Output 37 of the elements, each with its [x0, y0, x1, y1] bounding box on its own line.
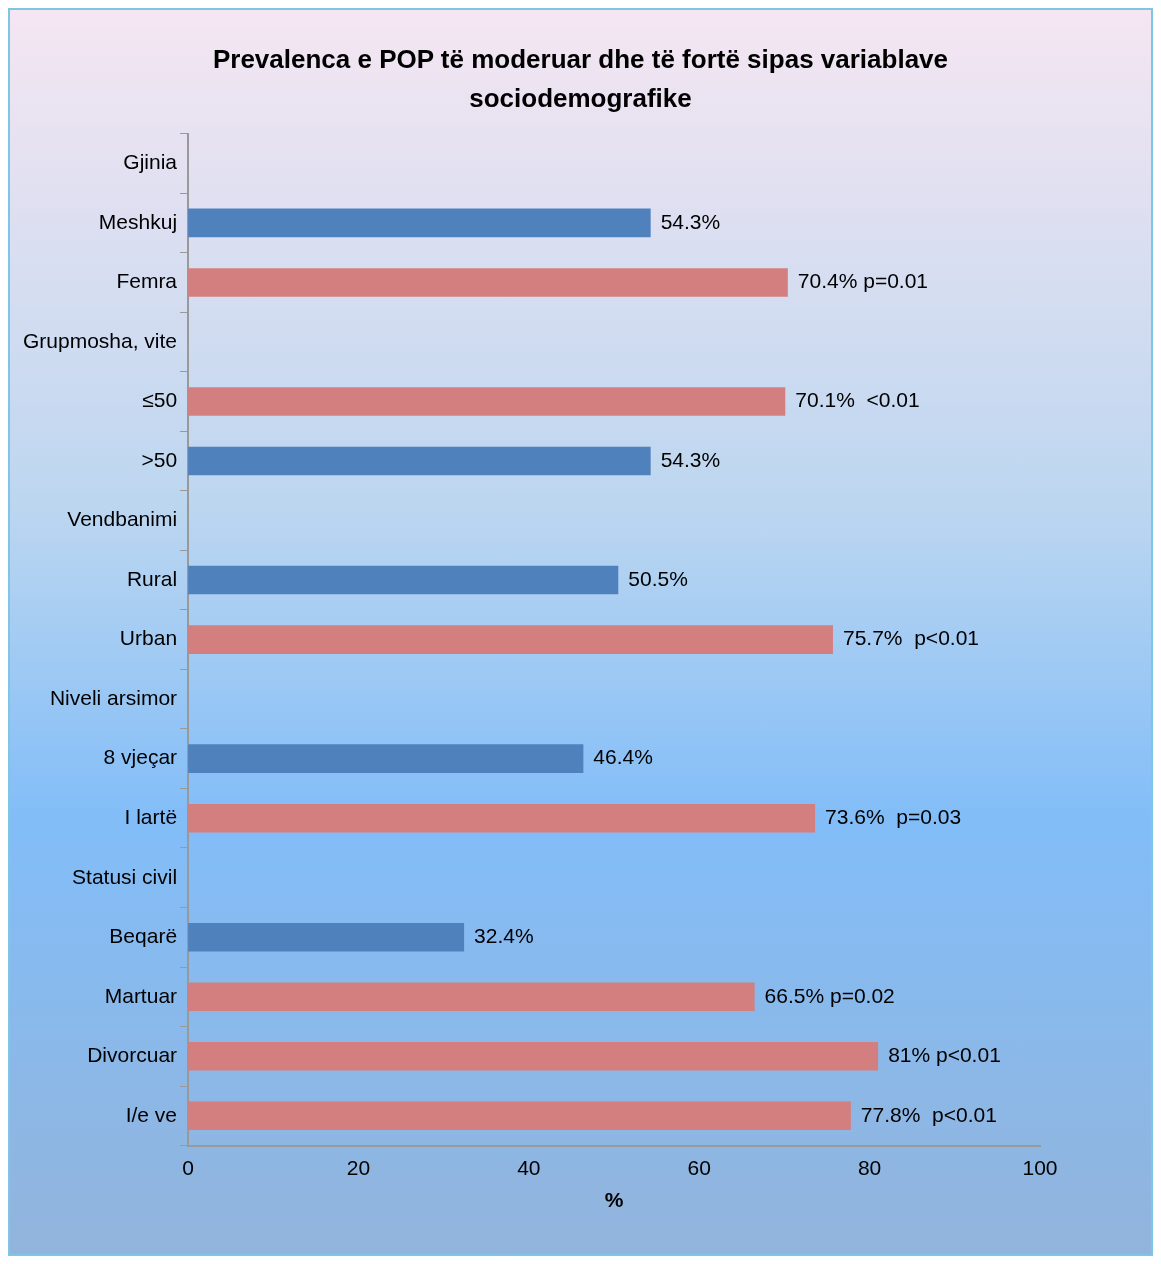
y-tick-label: Gjinia: [123, 150, 178, 174]
y-tick-label: ≤50: [142, 388, 178, 412]
data-label: 66.5% p=0.02: [764, 983, 895, 1007]
x-tick-label: 60: [687, 1156, 711, 1179]
y-tick-label: Grupmosha, vite: [22, 328, 178, 352]
y-tick-label: Statusi civil: [72, 864, 178, 888]
y-tick-label: 8 vjeçar: [103, 745, 178, 769]
data-label: 75.7% p<0.01: [842, 626, 980, 650]
y-tick-label: >50: [141, 447, 178, 471]
data-label: 54.3%: [660, 447, 721, 471]
x-tick-label: 80: [857, 1156, 882, 1179]
y-tick-label: Beqarë: [109, 924, 178, 948]
y-tick-label: Femra: [116, 269, 178, 293]
data-label: 70.1% <0.01: [795, 388, 920, 412]
y-tick-label: Urban: [119, 626, 178, 650]
data-label: 81% p<0.01: [888, 1043, 1001, 1067]
y-tick-label: Niveli arsimor: [49, 685, 178, 709]
y-tick-label: I/e ve: [125, 1102, 178, 1126]
y-tick-label: Divorcuar: [87, 1043, 178, 1067]
data-label: 54.3%: [660, 209, 721, 233]
y-tick-label: Meshkuj: [98, 209, 178, 233]
data-label: 50.5%: [628, 566, 688, 590]
data-label: 77.8% p<0.01: [860, 1102, 997, 1126]
chart-title: Prevalenca e POP të moderuar dhe të fortë sipas variablave sociodemografike: [211, 43, 950, 115]
data-label: 32.4%: [474, 924, 534, 948]
y-tick-label: I lartë: [124, 804, 178, 828]
data-label: 73.6% p=0.03: [825, 804, 962, 828]
y-tick-label: Rural: [126, 566, 178, 590]
x-axis-title: %: [604, 1188, 624, 1212]
data-label: 46.4%: [593, 745, 653, 769]
x-tick-label: 100: [1022, 1156, 1058, 1179]
x-tick-label: 0: [182, 1156, 194, 1179]
data-label: 70.4% p=0.01: [797, 269, 929, 293]
y-tick-label: Martuar: [104, 983, 178, 1007]
y-tick-label: Vendbanimi: [67, 507, 178, 531]
x-tick-label: 20: [346, 1156, 371, 1179]
x-tick-label: 40: [517, 1156, 541, 1179]
